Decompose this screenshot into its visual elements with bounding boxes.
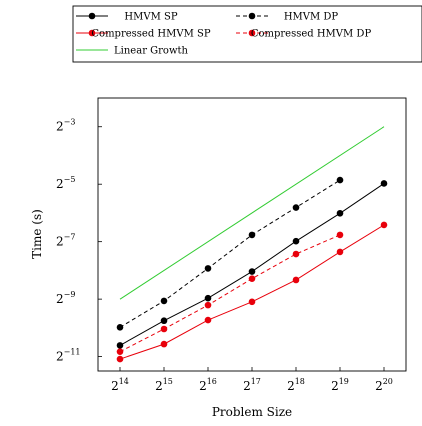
data-point bbox=[204, 301, 212, 309]
data-point bbox=[292, 237, 300, 245]
x-tick-exponent: 17 bbox=[251, 377, 261, 386]
data-point bbox=[204, 265, 212, 272]
x-tick-exponent: 14 bbox=[119, 377, 129, 386]
data-point bbox=[292, 250, 300, 258]
legend-marker bbox=[248, 12, 256, 20]
y-tick-label: 2−9 bbox=[56, 290, 75, 306]
x-tick-exponent: 15 bbox=[163, 377, 173, 386]
legend: HMVM SP HMVM DP Compressed HMVM SP Compress… bbox=[72, 5, 422, 63]
legend-label: Linear Growth bbox=[114, 46, 188, 57]
y-tick-base: 2 bbox=[56, 235, 64, 249]
x-tick-base: 2 bbox=[243, 379, 251, 393]
series-line bbox=[119, 126, 385, 300]
data-point bbox=[248, 298, 256, 306]
y-tick-base: 2 bbox=[56, 292, 64, 306]
series-line bbox=[119, 183, 385, 346]
legend-label: Compressed HMVM DP bbox=[251, 29, 372, 40]
legend-entry-compressed-hmvm-dp: Compressed HMVM DP bbox=[236, 29, 371, 40]
data-point bbox=[336, 209, 344, 217]
legend-label: Compressed HMVM SP bbox=[91, 29, 210, 40]
data-point bbox=[292, 276, 300, 284]
y-tick-base: 2 bbox=[56, 350, 64, 364]
data-point bbox=[248, 231, 256, 239]
legend-label: HMVM SP bbox=[124, 12, 177, 23]
legend-entry-hmvm-sp: HMVM SP bbox=[76, 12, 178, 23]
series-compressed-hmvm-dp bbox=[116, 231, 344, 355]
x-tick-label: 219 bbox=[331, 377, 349, 393]
x-tick-label: 216 bbox=[199, 377, 217, 393]
series-line bbox=[119, 234, 341, 353]
x-tick-base: 2 bbox=[331, 379, 339, 393]
legend-entry-hmvm-dp: HMVM DP bbox=[236, 12, 338, 23]
data-point bbox=[160, 317, 168, 325]
x-tick-base: 2 bbox=[155, 379, 163, 393]
x-tick-exponent: 20 bbox=[383, 377, 393, 386]
data-point bbox=[336, 248, 344, 256]
data-point bbox=[116, 355, 124, 363]
legend-marker bbox=[88, 29, 96, 37]
x-tick-exponent: 19 bbox=[339, 377, 349, 386]
series-layer bbox=[116, 126, 388, 363]
x-tick-label: 220 bbox=[375, 377, 393, 393]
legend-marker bbox=[248, 29, 256, 37]
x-tick-label: 215 bbox=[155, 377, 173, 393]
legend-box bbox=[72, 5, 422, 63]
data-point bbox=[160, 297, 168, 305]
series-linear-growth bbox=[119, 126, 385, 300]
data-point bbox=[292, 204, 300, 211]
y-tick-exponent: −3 bbox=[64, 118, 76, 127]
x-tick-base: 2 bbox=[111, 379, 119, 393]
y-tick-exponent: −11 bbox=[64, 348, 81, 357]
y-tick-label: 2−3 bbox=[56, 118, 75, 134]
y-tick-exponent: −9 bbox=[64, 290, 76, 299]
legend-entry-linear-growth: Linear Growth bbox=[76, 46, 189, 57]
legend-marker bbox=[88, 12, 96, 20]
x-tick-label: 218 bbox=[287, 377, 305, 393]
legend-entry-compressed-hmvm-sp: Compressed HMVM SP bbox=[76, 29, 211, 40]
data-point bbox=[380, 221, 388, 229]
data-point bbox=[380, 180, 388, 187]
data-point bbox=[204, 294, 212, 302]
x-tick-exponent: 16 bbox=[207, 377, 217, 386]
x-tick-base: 2 bbox=[199, 379, 207, 393]
y-tick-base: 2 bbox=[56, 177, 64, 191]
x-axis-label: Problem Size bbox=[212, 405, 292, 419]
data-point bbox=[248, 268, 256, 275]
data-point bbox=[336, 176, 344, 184]
x-tick-exponent: 18 bbox=[295, 377, 305, 386]
x-tick-base: 2 bbox=[375, 379, 383, 393]
legend-label: HMVM DP bbox=[284, 12, 339, 23]
x-tick-base: 2 bbox=[287, 379, 295, 393]
data-point bbox=[116, 342, 124, 349]
data-point bbox=[160, 325, 168, 333]
y-tick-exponent: −5 bbox=[64, 175, 76, 184]
y-axis-label: Time (s) bbox=[30, 209, 44, 259]
y-tick-label: 2−5 bbox=[56, 175, 75, 191]
data-point bbox=[116, 324, 124, 331]
series-compressed-hmvm-sp bbox=[116, 221, 388, 363]
series-hmvm-sp bbox=[116, 180, 388, 349]
y-tick-label: 2−7 bbox=[56, 233, 75, 249]
series-hmvm-dp bbox=[116, 176, 344, 331]
x-tick-label: 217 bbox=[243, 377, 261, 393]
data-point bbox=[248, 275, 256, 282]
y-tick-base: 2 bbox=[56, 120, 64, 134]
y-tick-label: 2−11 bbox=[56, 348, 81, 364]
data-point bbox=[336, 231, 344, 239]
data-point bbox=[204, 316, 212, 324]
series-line bbox=[119, 179, 341, 328]
y-tick-exponent: −7 bbox=[64, 233, 76, 242]
series-line bbox=[119, 224, 385, 360]
data-point bbox=[116, 348, 124, 355]
x-tick-label: 214 bbox=[111, 377, 129, 393]
data-point bbox=[160, 340, 168, 348]
